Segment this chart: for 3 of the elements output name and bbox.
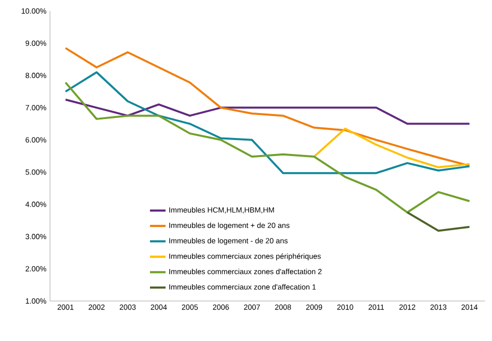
line-series xyxy=(313,128,470,168)
line-series xyxy=(64,82,470,214)
line-series xyxy=(64,47,470,167)
